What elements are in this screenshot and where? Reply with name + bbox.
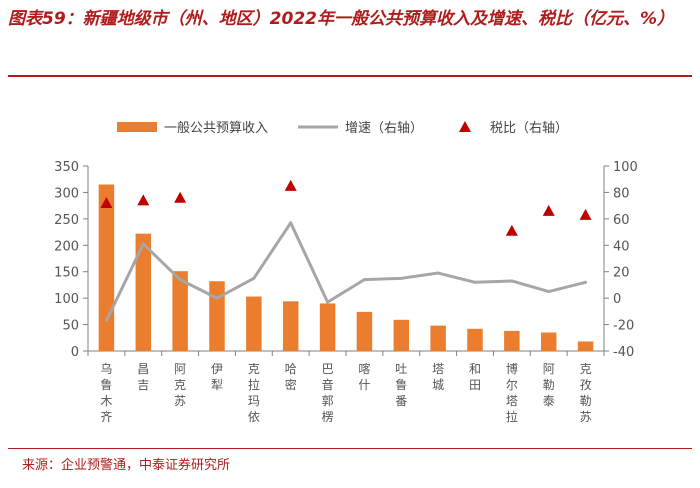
left-tick-label: 0 (71, 345, 79, 360)
bar (172, 271, 188, 351)
category-label: 阿克苏 (174, 362, 186, 408)
source-divider (8, 448, 692, 449)
right-tick-label: 40 (613, 239, 630, 254)
growth-point (473, 280, 477, 284)
bar-series (98, 184, 594, 351)
growth-point (399, 276, 403, 280)
right-tick-label: 80 (613, 186, 630, 201)
right-tick-label: -20 (613, 319, 634, 334)
category-label: 乌鲁木齐 (100, 361, 112, 424)
category-label: 吐鲁番 (395, 362, 407, 408)
chart-title: 图表59：新疆地级市（州、地区）2022年一般公共预算收入及增速、税比（亿元、%… (8, 9, 675, 29)
growth-point (215, 296, 219, 300)
growth-line-series (104, 221, 588, 323)
bar (282, 301, 299, 351)
tax-ratio-marker (100, 197, 113, 208)
bar (504, 330, 520, 351)
right-tick-label: -40 (613, 345, 634, 360)
bar (577, 341, 594, 351)
growth-point (436, 271, 440, 275)
legend-marker-label: 税比（右轴） (490, 121, 568, 136)
growth-point (252, 276, 256, 280)
category-label: 博尔塔拉 (506, 361, 518, 424)
category-label: 巴音郭楞 (322, 362, 334, 424)
category-label: 和田 (469, 362, 481, 392)
growth-point (104, 319, 108, 323)
tax-ratio-marker (174, 191, 187, 203)
category-label: 克孜勒苏 (580, 362, 592, 424)
growth-point (289, 221, 293, 225)
growth-line (105, 221, 586, 322)
left-tick-label: 150 (54, 266, 79, 281)
growth-point (326, 300, 330, 304)
left-tick-label: 350 (54, 160, 79, 175)
tax-ratio-marker (579, 208, 592, 220)
category-label: 阿勒泰 (543, 362, 555, 408)
right-tick-label: 100 (613, 160, 638, 175)
legend-bar-label: 一般公共预算收入 (164, 120, 268, 136)
category-label: 喀什 (358, 362, 370, 392)
left-tick-label: 100 (54, 292, 79, 307)
tax-ratio-marker (137, 194, 150, 206)
legend-line-label: 增速（右轴） (345, 121, 423, 136)
growth-point (547, 290, 551, 294)
growth-point (141, 242, 145, 246)
right-tick-label: 60 (613, 213, 630, 228)
bar (98, 184, 115, 351)
bar (319, 303, 336, 351)
category-label: 哈密 (285, 362, 297, 392)
chart-area: 一般公共预算收入 增速（右轴） 税比（右轴） 05010015020025030… (54, 120, 638, 424)
left-tick-label: 300 (54, 186, 79, 201)
bar (135, 233, 152, 351)
category-label: 伊犁 (211, 362, 223, 392)
right-tick-label: 0 (613, 292, 621, 307)
bar (467, 328, 483, 351)
bar (430, 325, 446, 351)
legend-bar-swatch (117, 122, 157, 132)
tax-ratio-series (100, 179, 592, 236)
left-tick-label: 200 (54, 239, 79, 254)
title-divider (8, 75, 692, 77)
right-tick-label: 20 (613, 266, 630, 281)
source-note: 来源：企业预警通，中泰证券研究所 (22, 458, 231, 473)
growth-point (178, 278, 182, 282)
category-label: 塔城 (432, 362, 444, 392)
bar (209, 281, 225, 351)
bar (246, 296, 262, 351)
left-tick-label: 50 (62, 319, 79, 334)
bar (356, 311, 373, 351)
tax-ratio-marker (505, 224, 518, 236)
category-label: 昌吉 (137, 362, 149, 392)
growth-point (584, 280, 588, 284)
tax-ratio-marker (542, 204, 555, 216)
growth-point (510, 279, 514, 283)
bar (393, 319, 410, 351)
growth-point (362, 278, 366, 282)
legend: 一般公共预算收入 增速（右轴） 税比（右轴） (117, 120, 568, 136)
category-label: 克拉玛依 (248, 362, 260, 424)
left-tick-label: 250 (54, 213, 79, 228)
tax-ratio-marker (284, 179, 297, 191)
legend-marker-swatch (459, 121, 471, 132)
bar (540, 332, 557, 351)
